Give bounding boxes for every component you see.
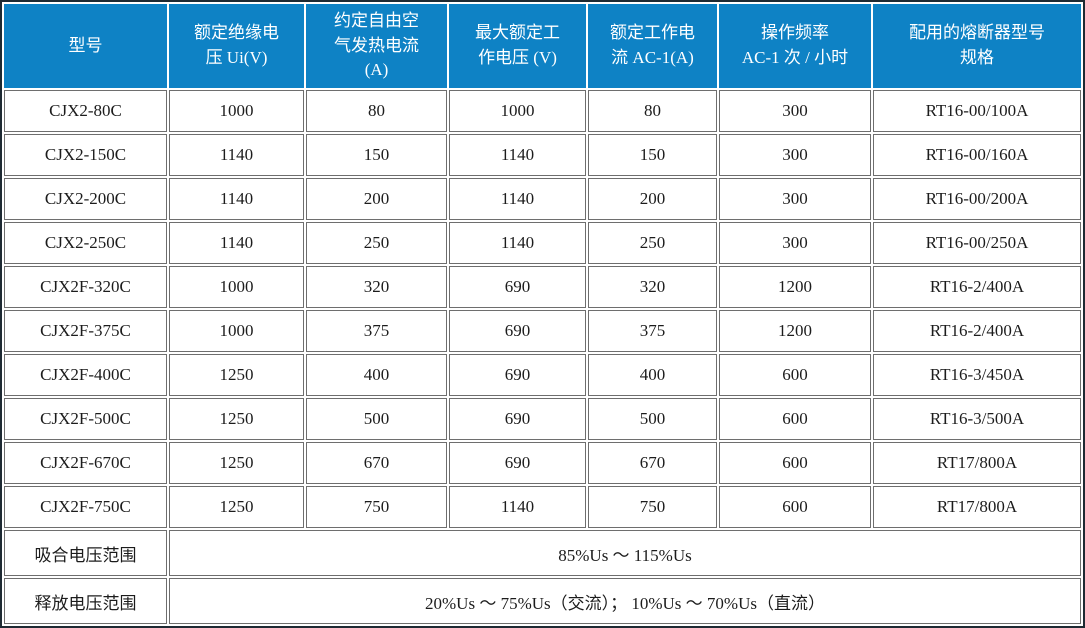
value-cell: 1140 (449, 178, 586, 220)
value-cell: 1000 (169, 266, 304, 308)
release-voltage-row: 释放电压范围 20%Us ～ 75%Us（交流）； 10%Us ～ 70%Us（… (4, 578, 1081, 624)
value-cell: 1200 (719, 310, 871, 352)
model-cell: CJX2-80C (4, 90, 167, 132)
value-cell: RT17/800A (873, 442, 1081, 484)
column-header-max-working-voltage: 最大额定工 作电压 (V) (449, 4, 586, 88)
table-footer: 吸合电压范围 85%Us ～ 115%Us 释放电压范围 20%Us ～ 75%… (4, 530, 1081, 624)
pickup-voltage-label: 吸合电压范围 (4, 530, 167, 576)
table-row: CJX2F-400C 1250 400 690 400 600 RT16-3/450A (4, 354, 1081, 396)
header-row: 型号 额定绝缘电 压 Ui(V) 约定自由空 气发热电流 (A) 最大额定工 作… (4, 4, 1081, 88)
value-cell: 300 (719, 90, 871, 132)
column-header-operating-frequency: 操作频率 AC-1 次 / 小时 (719, 4, 871, 88)
table-row: CJX2-80C 1000 80 1000 80 300 RT16-00/100A (4, 90, 1081, 132)
value-cell: 500 (306, 398, 447, 440)
value-cell: 150 (306, 134, 447, 176)
value-cell: 320 (306, 266, 447, 308)
value-cell: 1000 (449, 90, 586, 132)
value-cell: RT16-00/100A (873, 90, 1081, 132)
value-cell: 1140 (169, 178, 304, 220)
value-cell: RT16-00/160A (873, 134, 1081, 176)
model-cell: CJX2F-320C (4, 266, 167, 308)
value-cell: 690 (449, 354, 586, 396)
value-cell: 1250 (169, 354, 304, 396)
value-cell: RT16-2/400A (873, 310, 1081, 352)
value-cell: 1000 (169, 90, 304, 132)
value-cell: 300 (719, 178, 871, 220)
value-cell: 1250 (169, 398, 304, 440)
table-row: CJX2-250C 1140 250 1140 250 300 RT16-00/250A (4, 222, 1081, 264)
value-cell: 300 (719, 222, 871, 264)
column-header-insulation-voltage: 额定绝缘电 压 Ui(V) (169, 4, 304, 88)
value-cell: 250 (306, 222, 447, 264)
value-cell: 375 (306, 310, 447, 352)
value-cell: 1140 (169, 134, 304, 176)
value-cell: 1200 (719, 266, 871, 308)
value-cell: 690 (449, 266, 586, 308)
table-row: CJX2F-320C 1000 320 690 320 1200 RT16-2/400A (4, 266, 1081, 308)
value-cell: 375 (588, 310, 717, 352)
value-cell: RT16-00/200A (873, 178, 1081, 220)
value-cell: 1140 (449, 134, 586, 176)
value-cell: 1250 (169, 442, 304, 484)
value-cell: 150 (588, 134, 717, 176)
value-cell: 600 (719, 398, 871, 440)
value-cell: 750 (588, 486, 717, 528)
value-cell: RT16-2/400A (873, 266, 1081, 308)
column-header-model: 型号 (4, 4, 167, 88)
column-header-thermal-current: 约定自由空 气发热电流 (A) (306, 4, 447, 88)
value-cell: 1140 (449, 222, 586, 264)
value-cell: 690 (449, 442, 586, 484)
value-cell: 1140 (449, 486, 586, 528)
table-row: CJX2F-670C 1250 670 690 670 600 RT17/800A (4, 442, 1081, 484)
value-cell: 80 (306, 90, 447, 132)
value-cell: 600 (719, 486, 871, 528)
column-header-fuse-spec: 配用的熔断器型号 规格 (873, 4, 1081, 88)
value-cell: 400 (588, 354, 717, 396)
model-cell: CJX2F-375C (4, 310, 167, 352)
value-cell: RT17/800A (873, 486, 1081, 528)
value-cell: 1250 (169, 486, 304, 528)
table-row: CJX2-150C 1140 150 1140 150 300 RT16-00/160A (4, 134, 1081, 176)
value-cell: 600 (719, 442, 871, 484)
model-cell: CJX2F-670C (4, 442, 167, 484)
pickup-voltage-row: 吸合电压范围 85%Us ～ 115%Us (4, 530, 1081, 576)
value-cell: 670 (306, 442, 447, 484)
release-voltage-value: 20%Us ～ 75%Us（交流）； 10%Us ～ 70%Us（直流） (169, 578, 1081, 624)
value-cell: 500 (588, 398, 717, 440)
model-cell: CJX2-250C (4, 222, 167, 264)
value-cell: 690 (449, 398, 586, 440)
value-cell: RT16-3/500A (873, 398, 1081, 440)
table-row: CJX2F-500C 1250 500 690 500 600 RT16-3/500A (4, 398, 1081, 440)
table-body: CJX2-80C 1000 80 1000 80 300 RT16-00/100A CJX2-… (4, 90, 1081, 528)
model-cell: CJX2F-500C (4, 398, 167, 440)
model-cell: CJX2F-750C (4, 486, 167, 528)
value-cell: 300 (719, 134, 871, 176)
value-cell: RT16-3/450A (873, 354, 1081, 396)
table-row: CJX2-200C 1140 200 1140 200 300 RT16-00/200A (4, 178, 1081, 220)
value-cell: 670 (588, 442, 717, 484)
model-cell: CJX2-200C (4, 178, 167, 220)
value-cell: 600 (719, 354, 871, 396)
model-cell: CJX2F-400C (4, 354, 167, 396)
value-cell: 1140 (169, 222, 304, 264)
value-cell: 320 (588, 266, 717, 308)
column-header-working-current: 额定工作电 流 AC-1(A) (588, 4, 717, 88)
value-cell: 200 (306, 178, 447, 220)
value-cell: 690 (449, 310, 586, 352)
value-cell: 250 (588, 222, 717, 264)
value-cell: 1000 (169, 310, 304, 352)
value-cell: RT16-00/250A (873, 222, 1081, 264)
table-header: 型号 额定绝缘电 压 Ui(V) 约定自由空 气发热电流 (A) 最大额定工 作… (4, 4, 1081, 88)
value-cell: 200 (588, 178, 717, 220)
table-row: CJX2F-375C 1000 375 690 375 1200 RT16-2/400A (4, 310, 1081, 352)
release-voltage-label: 释放电压范围 (4, 578, 167, 624)
table-row: CJX2F-750C 1250 750 1140 750 600 RT17/800A (4, 486, 1081, 528)
model-cell: CJX2-150C (4, 134, 167, 176)
pickup-voltage-value: 85%Us ～ 115%Us (169, 530, 1081, 576)
value-cell: 400 (306, 354, 447, 396)
value-cell: 750 (306, 486, 447, 528)
value-cell: 80 (588, 90, 717, 132)
